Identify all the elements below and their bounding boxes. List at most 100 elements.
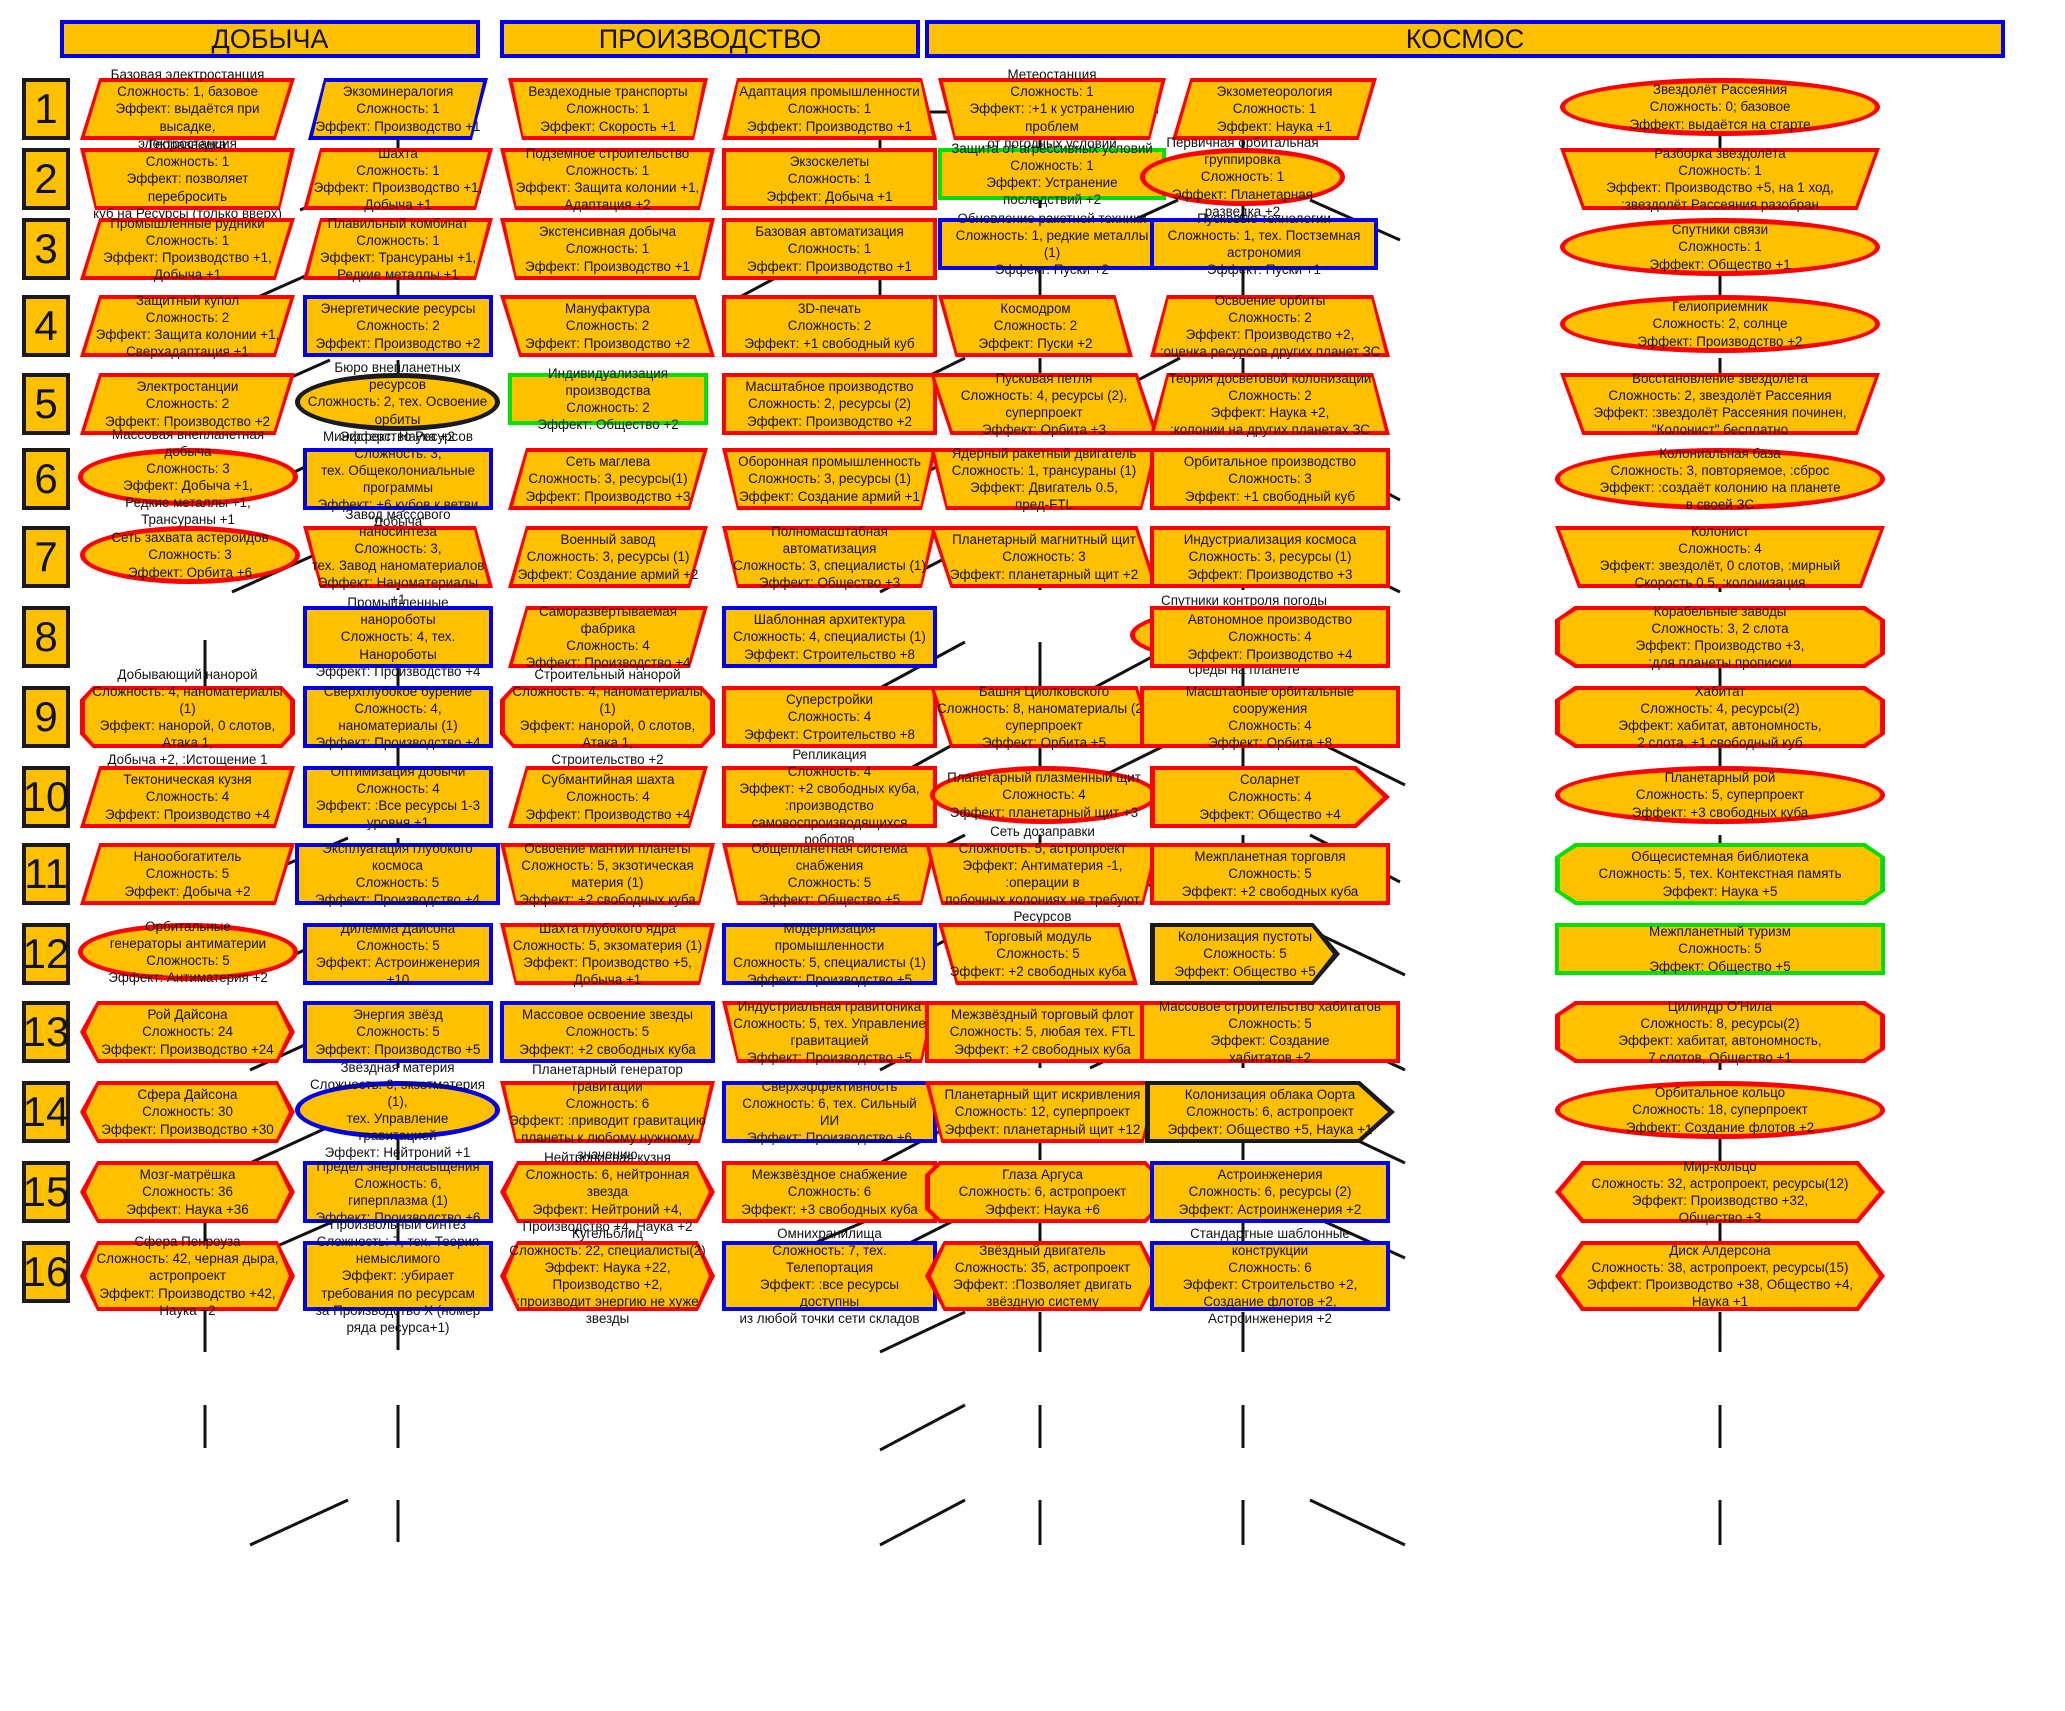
tech-node[interactable]: Шаблонная архитектура Сложность: 4, спец… bbox=[722, 606, 937, 668]
tech-node[interactable]: Рой Дайсона Сложность: 24 Эффект: Произв… bbox=[80, 1001, 295, 1063]
tech-node[interactable]: Индивидуализация производства Сложность:… bbox=[508, 366, 708, 432]
tech-node[interactable]: Экстенсивная добыча Сложность: 1 Эффект:… bbox=[500, 218, 715, 280]
tech-node[interactable]: 3D-печать Сложность: 2 Эффект: +1 свобод… bbox=[722, 295, 937, 357]
tech-node[interactable]: Массовое строительство хабитатов Сложнос… bbox=[1140, 999, 1400, 1065]
tech-node[interactable]: Промышленные рудники Сложность: 1 Эффект… bbox=[80, 216, 295, 282]
tech-node[interactable]: Автономное производство Сложность: 4 Эфф… bbox=[1150, 606, 1390, 668]
tech-node[interactable]: Межзвёздный торговый флот Сложность: 5, … bbox=[925, 1001, 1160, 1063]
tech-node[interactable]: Базовая автоматизация Сложность: 1 Эффек… bbox=[722, 218, 937, 280]
tech-node[interactable]: Орбитальное производство Сложность: 3 Эф… bbox=[1150, 448, 1390, 510]
tech-node[interactable]: Сеть дозаправки Сложность: 5, астропроек… bbox=[925, 824, 1160, 924]
tech-node[interactable]: Первичная орбитальная группировка Сложно… bbox=[1140, 135, 1345, 219]
tech-node[interactable]: Колонизация облака Оорта Сложность: 6, а… bbox=[1145, 1081, 1395, 1143]
tech-node[interactable]: Планетарный щит искривления Сложность: 1… bbox=[925, 1081, 1160, 1143]
tech-node[interactable]: Обновление ракетной техники Сложность: 1… bbox=[938, 211, 1166, 277]
tech-node[interactable]: Министерство Ресурсов Сложность: 3, тех.… bbox=[303, 429, 493, 529]
tech-node[interactable]: Оборонная промышленность Сложность: 3, р… bbox=[722, 448, 937, 510]
tech-node[interactable]: Колониальная база Сложность: 3, повторяе… bbox=[1555, 446, 1885, 512]
tech-node[interactable]: Мозг-матрёшка Сложность: 36 Эффект: Наук… bbox=[80, 1161, 295, 1223]
tech-node[interactable]: Диск Алдерсона Сложность: 38, астропроек… bbox=[1555, 1241, 1885, 1311]
tech-node[interactable]: Добывающий нанорой Сложность: 4, наномат… bbox=[80, 667, 295, 767]
tech-node[interactable]: Шахта глубокого ядра Сложность: 5, экзом… bbox=[500, 921, 715, 987]
tech-node[interactable]: Планетарный генератор гравитации Сложнос… bbox=[500, 1062, 715, 1162]
tech-node[interactable]: Шахта Сложность: 1 Эффект: Производство … bbox=[303, 146, 493, 212]
tech-node[interactable]: Звёздный двигатель Сложность: 35, астроп… bbox=[925, 1241, 1160, 1311]
tech-node[interactable]: Цилиндр О'Нила Сложность: 8, ресурсы(2) … bbox=[1555, 999, 1885, 1065]
tech-node[interactable]: Адаптация промышленности Сложность: 1 Эф… bbox=[722, 78, 937, 140]
tech-node[interactable]: Ядерный ракетный двигатель Сложность: 1,… bbox=[930, 446, 1158, 512]
tech-node[interactable]: Метеостанция Сложность: 1 Эффект: :+1 к … bbox=[938, 67, 1166, 151]
tech-node[interactable]: Масштабное производство Сложность: 2, ре… bbox=[722, 373, 937, 435]
tech-node[interactable]: Хабитат Сложность: 4, ресурсы(2) Эффект:… bbox=[1555, 684, 1885, 750]
tech-node[interactable]: Саморазвёртываемая фабрика Сложность: 4 … bbox=[508, 604, 708, 670]
tech-node[interactable]: Глаза Аргуса Сложность: 6, астропроект Э… bbox=[925, 1161, 1160, 1223]
tech-node[interactable]: Экзометеорология Сложность: 1 Эффект: На… bbox=[1172, 78, 1377, 140]
tech-node[interactable]: Торговый модуль Сложность: 5 Эффект: +2 … bbox=[938, 923, 1138, 985]
tech-node[interactable]: Кугельблиц Сложность: 22, специалисты(2)… bbox=[500, 1226, 715, 1326]
tech-node[interactable]: Произвольный синтез Сложность: 7, тех. Т… bbox=[303, 1217, 493, 1335]
tech-node[interactable]: Гелиоприемник Сложность: 2, солнце Эффек… bbox=[1560, 295, 1880, 353]
tech-node[interactable]: Астроинженерия Сложность: 6, ресурсы (2)… bbox=[1150, 1161, 1390, 1223]
tech-node[interactable]: Дилемма Дайсона Сложность: 5 Эффект: Аст… bbox=[303, 921, 493, 987]
tech-node[interactable]: Георазведка Сложность: 1 Эффект: позволя… bbox=[80, 137, 295, 221]
tech-node[interactable]: Полномасштабная автоматизация Сложность:… bbox=[722, 524, 937, 590]
tech-node[interactable]: Нанообогатитель Сложность: 5 Эффект: Доб… bbox=[80, 843, 295, 905]
tech-node[interactable]: Мануфактура Сложность: 2 Эффект: Произво… bbox=[500, 295, 715, 357]
tech-node[interactable]: Экзоминералогия Сложность: 1 Эффект: Про… bbox=[308, 78, 488, 140]
tech-node[interactable]: Нейтрониевая кузня Сложность: 6, нейтрон… bbox=[500, 1150, 715, 1234]
tech-node[interactable]: Соларнет Сложность: 4 Эффект: Общество +… bbox=[1150, 766, 1390, 828]
tech-node[interactable]: Вездеходные транспорты Сложность: 1 Эффе… bbox=[508, 78, 708, 140]
tech-node[interactable]: Пусковая петля Сложность: 4, ресурсы (2)… bbox=[930, 371, 1158, 437]
tech-node[interactable]: Звёздная материя Сложность: 6, экзотмате… bbox=[295, 1060, 500, 1160]
tech-node[interactable]: Суперстройки Сложность: 4 Эффект: Строит… bbox=[722, 686, 937, 748]
tech-node[interactable]: Сеть захвата астероидов Сложность: 3 Эфф… bbox=[80, 526, 300, 584]
tech-node[interactable]: Сеть маглева Сложность: 3, ресурсы(1) Эф… bbox=[508, 448, 708, 510]
tech-node[interactable]: Сфера Пенроуза Сложность: 42, черная дыр… bbox=[80, 1234, 295, 1318]
tech-node[interactable]: Межпланетный туризм Сложность: 5 Эффект:… bbox=[1555, 923, 1885, 975]
tech-node[interactable]: Спутники связи Сложность: 1 Эффект: Обще… bbox=[1560, 218, 1880, 276]
tech-node[interactable]: Планетарный плазменный щит Сложность: 4 … bbox=[930, 766, 1158, 824]
tech-node[interactable]: Разборка звездолёта Сложность: 1 Эффект:… bbox=[1560, 146, 1880, 212]
tech-node[interactable]: Эксплуатация глубокого космоса Сложность… bbox=[295, 841, 500, 907]
tech-node[interactable]: Орбитальное кольцо Сложность: 18, суперп… bbox=[1555, 1081, 1885, 1139]
tech-node[interactable]: Завод массового наносинтеза Сложность: 3… bbox=[303, 507, 493, 607]
tech-node[interactable]: Репликация Сложность: 4 Эффект: +2 свобо… bbox=[722, 747, 937, 847]
tech-node[interactable]: Орбитальные генераторы антиматерии Сложн… bbox=[78, 919, 298, 985]
tech-node[interactable]: Освоение мантии планеты Сложность: 5, эк… bbox=[500, 841, 715, 907]
tech-node[interactable]: Общесистемная библиотека Сложность: 5, т… bbox=[1555, 843, 1885, 905]
tech-node[interactable]: Корабельные заводы Сложность: 3, 2 слота… bbox=[1555, 604, 1885, 670]
tech-node[interactable]: Индустриализация космоса Сложность: 3, р… bbox=[1150, 526, 1390, 588]
tech-node[interactable]: Индустриальная гравитоника Сложность: 5,… bbox=[722, 999, 937, 1065]
tech-node[interactable]: Строительный нанорой Сложность: 4, наном… bbox=[500, 667, 715, 767]
tech-node[interactable]: Экзоскелеты Сложность: 1 Эффект: Добыча … bbox=[722, 148, 937, 210]
tech-node[interactable]: Межпланетная торговля Сложность: 5 Эффек… bbox=[1150, 843, 1390, 905]
tech-node[interactable]: Субмантийная шахта Сложность: 4 Эффект: … bbox=[508, 766, 708, 828]
tech-node[interactable]: Массовое освоение звезды Сложность: 5 Эф… bbox=[500, 1001, 715, 1063]
tech-node[interactable]: Промышленные нанороботы Сложность: 4, те… bbox=[303, 595, 493, 679]
tech-node[interactable]: Общепланетная система снабжения Сложност… bbox=[722, 841, 937, 907]
tech-node[interactable]: Предел энергонасыщения Сложность: 6, гип… bbox=[303, 1159, 493, 1225]
tech-node[interactable]: Сверхэффективность Сложность: 6, тех. Си… bbox=[722, 1079, 937, 1145]
tech-node[interactable]: Звездолёт Рассеяния Сложность: 0; базово… bbox=[1560, 78, 1880, 136]
tech-node[interactable]: Башня Циолковского Сложность: 8, наномат… bbox=[930, 684, 1158, 750]
tech-node[interactable]: Модернизация промышленности Сложность: 5… bbox=[722, 921, 937, 987]
tech-node[interactable]: Планетарный магнитный щит Сложность: 3 Э… bbox=[930, 526, 1158, 588]
tech-node[interactable]: Теория досветовой колонизации Сложность:… bbox=[1150, 371, 1390, 437]
tech-node[interactable]: Космодром Сложность: 2 Эффект: Пуски +2 bbox=[938, 295, 1133, 357]
tech-node[interactable]: Масштабные орбитальные сооружения Сложно… bbox=[1140, 684, 1400, 750]
tech-node[interactable]: Защита от агрессивных условий Сложность:… bbox=[938, 141, 1166, 207]
tech-node[interactable]: Планетарный рой Сложность: 5, суперпроек… bbox=[1555, 766, 1885, 824]
tech-node[interactable]: Освоение орбиты Сложность: 2 Эффект: Про… bbox=[1150, 293, 1390, 359]
tech-node[interactable]: Энергетические ресурсы Сложность: 2 Эффе… bbox=[303, 295, 493, 357]
tech-node[interactable]: Тектоническая кузня Сложность: 4 Эффект:… bbox=[80, 766, 295, 828]
tech-node[interactable]: Военный завод Сложность: 3, ресурсы (1) … bbox=[508, 526, 708, 588]
tech-node[interactable]: Колонизация пустоты Сложность: 5 Эффект:… bbox=[1150, 923, 1340, 985]
tech-node[interactable]: Межзвёздное снабжение Сложность: 6 Эффек… bbox=[722, 1161, 937, 1223]
tech-node[interactable]: Плавильный комбинат Сложность: 1 Эффект:… bbox=[303, 216, 493, 282]
tech-node[interactable]: Оптимизация добычи Сложность: 4 Эффект: … bbox=[303, 764, 493, 830]
tech-node[interactable]: Пусковые технологии Сложность: 1, тех. П… bbox=[1150, 211, 1378, 277]
tech-node[interactable]: Подземное строительство Сложность: 1 Эфф… bbox=[500, 146, 715, 212]
tech-node[interactable]: Колонист Сложность: 4 Эффект: звездолёт,… bbox=[1555, 524, 1885, 590]
tech-node[interactable]: Бюро внепланетных ресурсов Сложность: 2,… bbox=[295, 360, 500, 444]
tech-node[interactable]: Защитный купол Сложность: 2 Эффект: Защи… bbox=[80, 293, 295, 359]
